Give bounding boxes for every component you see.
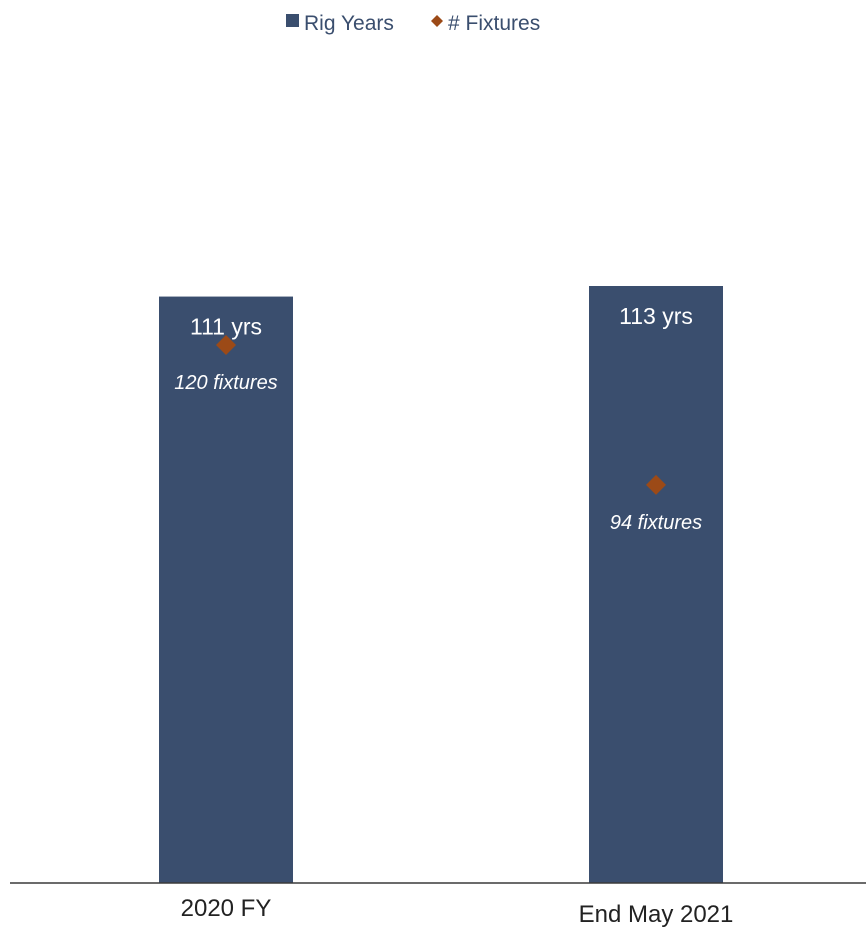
category-labels: 2020 FY End May 2021 [181, 895, 734, 928]
legend: Rig Years # Fixtures [286, 12, 540, 35]
fixture-label-1: 120 fixtures [174, 372, 277, 394]
fixture-marker-2 [646, 474, 666, 495]
bar-1 [159, 296, 293, 883]
legend-label-fixtures: # Fixtures [448, 12, 540, 35]
legend-marker-fixtures [431, 15, 443, 27]
legend-swatch-rig-years [286, 14, 299, 27]
fixture-label-2: 94 fixtures [610, 512, 702, 534]
markers: 120 fixtures 94 fixtures [174, 335, 702, 534]
category-label-1: 2020 FY [181, 895, 272, 922]
bar-2 [589, 286, 723, 883]
bar-value-label-2: 113 yrs [619, 303, 693, 329]
fixture-marker-1 [216, 335, 236, 355]
category-label-2: End May 2021 [579, 901, 734, 928]
legend-label-rig-years: Rig Years [304, 12, 394, 35]
bars: 111 yrs 113 yrs [159, 286, 723, 883]
